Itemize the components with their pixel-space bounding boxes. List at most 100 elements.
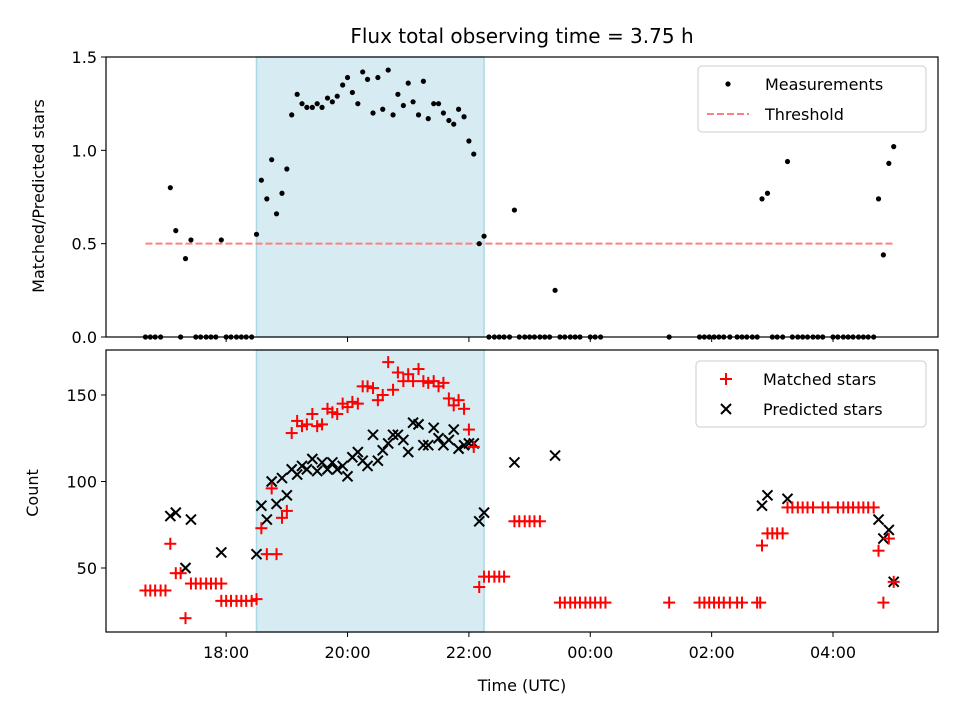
measurement-point [400, 102, 406, 109]
ratio-legend: Measurements Threshold [697, 65, 927, 133]
predicted-star-point [316, 456, 328, 469]
legend-matched-label: Matched stars [763, 370, 876, 389]
legend-predicted-label: Predicted stars [763, 400, 883, 419]
matched-star-point [663, 596, 676, 609]
legend-predicted-marker [720, 403, 732, 415]
measurement-point [784, 158, 791, 165]
measurement-point [264, 196, 270, 202]
matched-star-point [275, 511, 288, 524]
measurement-point [299, 101, 305, 107]
predicted-star-point [164, 510, 177, 522]
predicted-star-point [761, 489, 774, 502]
predicted-star-point [341, 470, 354, 483]
predicted-star-point [473, 515, 485, 527]
predicted-star-point [377, 444, 389, 457]
predicted-star-point [331, 463, 343, 476]
count-legend: Matched stars Predicted stars [695, 360, 927, 428]
measurement-point [880, 252, 886, 258]
predicted-star-point [306, 453, 319, 465]
predicted-star-point [276, 472, 288, 484]
matched-star-point [407, 375, 420, 388]
predicted-star-point [352, 446, 364, 458]
matched-star-point [872, 544, 885, 557]
legend-threshold-label: Threshold [764, 105, 844, 124]
measurement-point [461, 114, 467, 120]
matched-star-point [306, 408, 319, 421]
measurement-point [218, 237, 224, 243]
measurement-point [431, 101, 437, 107]
predicted-star-point [549, 449, 561, 462]
matched-star-point [164, 537, 177, 550]
matched-star-point [412, 363, 425, 376]
measurement-point [420, 78, 426, 84]
matched-star-point [458, 402, 471, 415]
x-tick-label: 00:00 [567, 643, 613, 662]
matched-star-point [735, 596, 748, 609]
predicted-star-point [422, 439, 434, 451]
measurement-point [395, 91, 401, 97]
measurement-point [440, 110, 447, 116]
matched-star-point [437, 376, 450, 389]
x-tick-label: 18:00 [203, 643, 249, 662]
measurement-point [410, 99, 416, 105]
predicted-star-point [361, 460, 374, 472]
measurement-point [324, 95, 331, 101]
y-tick-label: 100 [66, 472, 97, 491]
x-tick-label: 04:00 [810, 643, 856, 662]
predicted-star-point [301, 463, 313, 476]
measurement-point [891, 144, 897, 150]
predicted-star-point [412, 418, 425, 431]
measurement-point [481, 233, 487, 239]
measurement-point [886, 160, 892, 166]
matched-star-point [255, 522, 268, 535]
legend-measurements-marker [725, 81, 731, 87]
matched-star-point [331, 408, 344, 421]
measurement-point [349, 89, 355, 96]
measurement-point [167, 185, 173, 191]
matched-star-point [300, 418, 313, 431]
measurement-point [273, 211, 280, 217]
predicted-star-point [382, 437, 394, 450]
measurement-point [340, 82, 346, 88]
predicted-star-point [402, 446, 414, 458]
predicted-star-point [417, 439, 430, 451]
measurement-point [471, 151, 477, 157]
measurement-point [759, 196, 765, 202]
measurement-point [355, 101, 361, 107]
predicted-star-point [872, 513, 885, 526]
predicted-star-point [291, 468, 303, 481]
measurement-point [875, 196, 882, 202]
matched-star-point [452, 394, 465, 407]
matched-star-point [877, 596, 890, 609]
matched-star-point [599, 596, 612, 609]
x-tick-label: 20:00 [324, 643, 370, 662]
predicted-star-point [255, 499, 268, 512]
measurement-point [415, 112, 422, 118]
predicted-star-point [170, 506, 182, 519]
matched-star-point [882, 532, 895, 545]
observing-window-shade-top [255, 56, 485, 338]
measurement-point [552, 287, 558, 293]
matched-star-point [376, 388, 389, 401]
predicted-star-point [336, 460, 349, 472]
measurement-point [314, 101, 320, 107]
matched-star-point [351, 397, 364, 410]
chart-title: Flux total observing time = 3.75 h [350, 24, 693, 48]
measurement-point [329, 99, 335, 105]
count-y-axis-label: Count [23, 469, 42, 517]
matched-star-point [179, 612, 192, 625]
measurement-point [279, 190, 285, 196]
matched-star-point [316, 418, 329, 431]
y-tick-label: 150 [66, 386, 97, 405]
predicted-star-point [756, 499, 768, 512]
predicted-star-point [250, 548, 263, 560]
matched-star-point [754, 596, 767, 609]
predicted-star-point [432, 432, 445, 444]
measurement-point [269, 157, 275, 163]
matched-star-point [346, 395, 359, 408]
predicted-star-point [270, 498, 283, 510]
matched-star-point [498, 570, 511, 583]
predicted-star-point [781, 493, 794, 505]
measurement-point [304, 104, 310, 110]
predicted-star-point [261, 513, 273, 526]
